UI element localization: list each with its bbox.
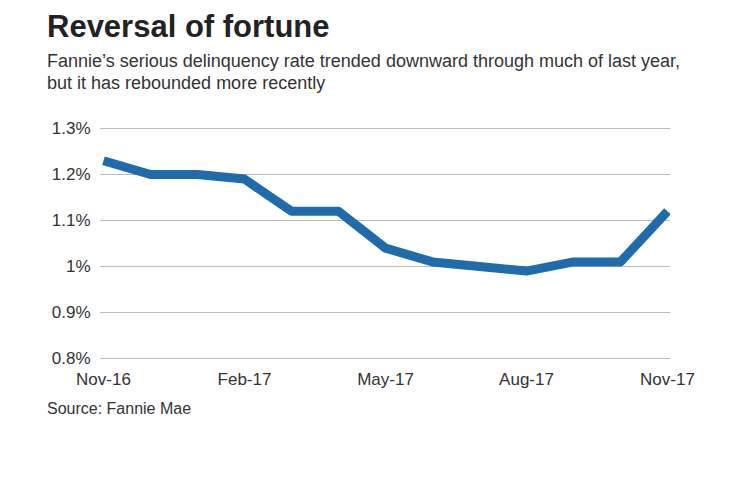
svg-text:1%: 1% (66, 257, 91, 276)
svg-text:1.2%: 1.2% (52, 165, 91, 184)
html-text:Fannie’s serious delinquency r: Fannie’s serious delinquency rate trende… (47, 51, 680, 93)
html-text:Reversal of fortune: Reversal of fortune (47, 9, 330, 44)
svg-text:1.1%: 1.1% (52, 211, 91, 230)
svg-text:0.9%: 0.9% (52, 303, 91, 322)
svg-text:Nov-16: Nov-16 (76, 370, 131, 389)
svg-text:Aug-17: Aug-17 (499, 370, 554, 389)
svg-text:0.8%: 0.8% (52, 349, 91, 368)
svg-text:1.3%: 1.3% (52, 119, 91, 138)
html-text:Source: Fannie Mae: Source: Fannie Mae (47, 400, 192, 417)
svg-text:May-17: May-17 (357, 370, 414, 389)
svg-text:Feb-17: Feb-17 (218, 370, 272, 389)
svg-text:Nov-17: Nov-17 (640, 370, 695, 389)
